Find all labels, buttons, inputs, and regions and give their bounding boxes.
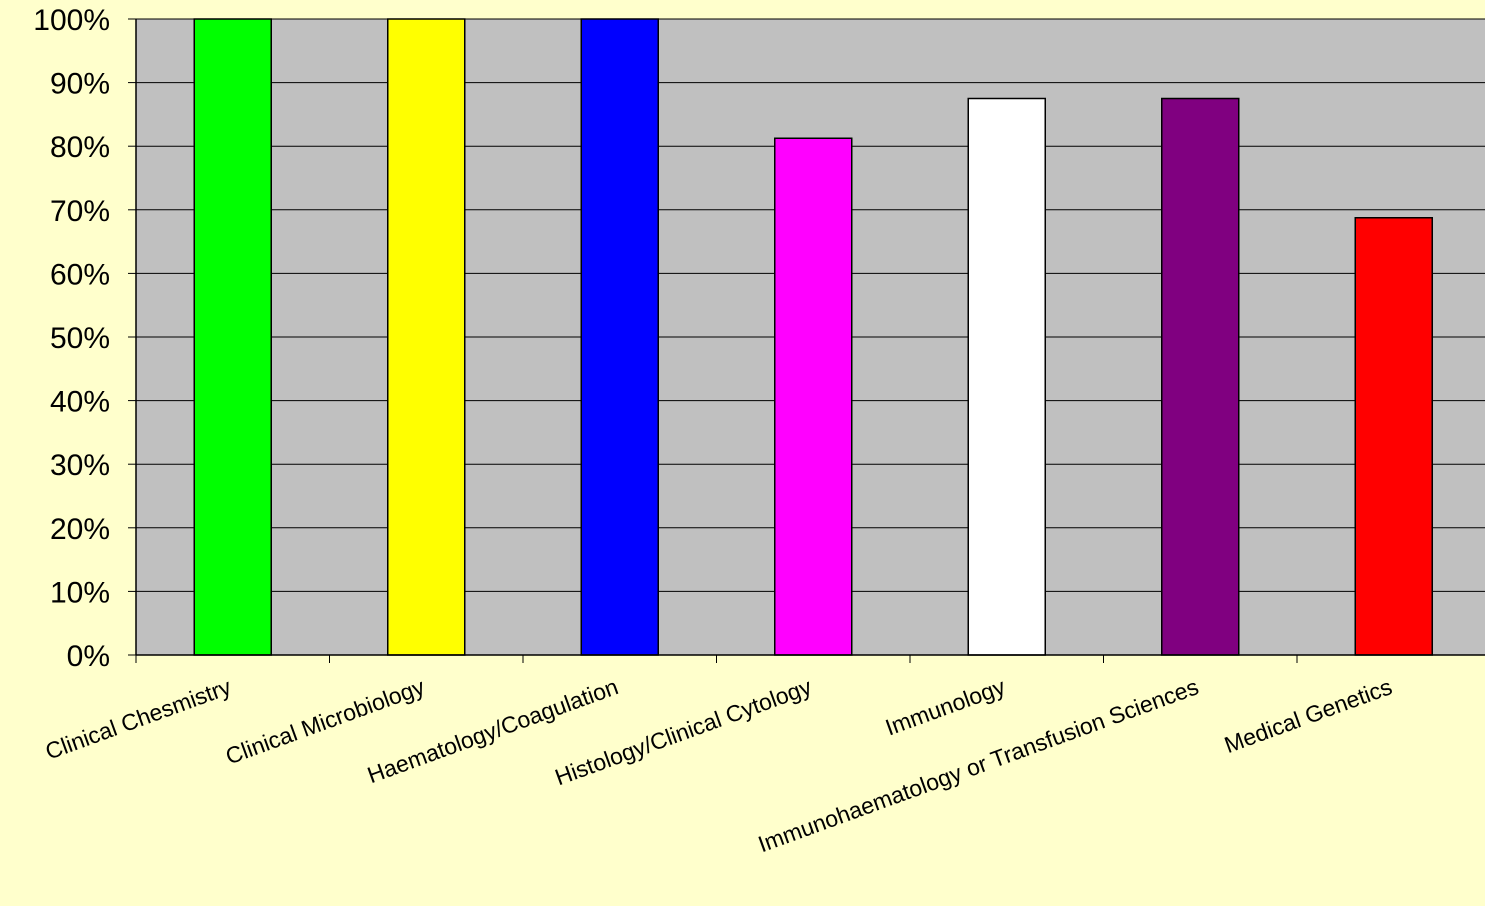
y-tick-labels: 0% 10% 20% 30% 40% 50% 60% 70% 80% 90% 100% [33, 4, 110, 673]
y-tick-label: 10% [50, 576, 110, 609]
y-tick-label: 50% [50, 322, 110, 355]
axes [128, 18, 1485, 663]
bar-5 [967, 97, 1046, 656]
y-tick-label: 90% [50, 68, 110, 101]
bar-4 [774, 137, 853, 656]
bar-1 [193, 18, 272, 656]
y-tick-label: 70% [50, 195, 110, 228]
y-tick-label: 80% [50, 131, 110, 164]
bar-6 [1161, 97, 1240, 656]
y-tick-label: 100% [33, 4, 110, 37]
x-tick-label: Clinical Chesmistry [42, 673, 235, 764]
bars [193, 18, 1433, 656]
bar-7 [1354, 217, 1433, 656]
bar-2 [387, 18, 466, 656]
x-tick-label: Medical Genetics [1221, 673, 1396, 758]
y-tick-label: 40% [50, 386, 110, 419]
y-tick-label: 0% [67, 640, 110, 673]
y-tick-label: 30% [50, 449, 110, 482]
y-tick-label: 20% [50, 513, 110, 546]
x-tick-label: Immunology [882, 673, 1009, 740]
bar-3 [580, 18, 659, 656]
y-tick-label: 60% [50, 258, 110, 291]
